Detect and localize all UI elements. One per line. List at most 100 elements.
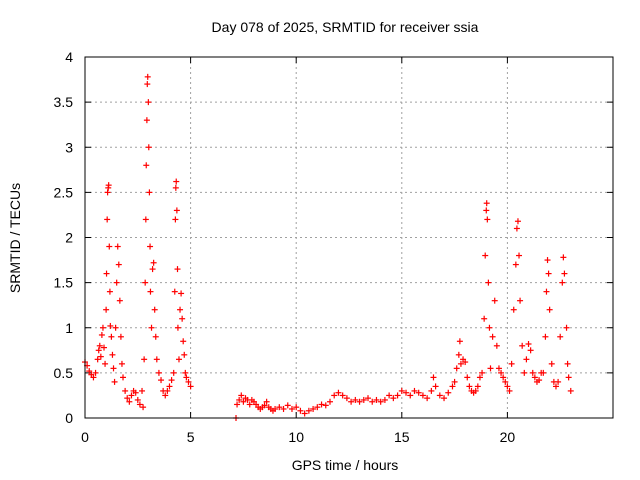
data-point: [105, 182, 112, 189]
data-point: [314, 404, 321, 411]
data-point: [373, 396, 380, 403]
y-tick-label: 2.5: [54, 184, 74, 200]
data-point: [170, 369, 177, 376]
data-point: [106, 288, 113, 295]
data-point: [356, 398, 363, 405]
data-point: [101, 344, 108, 351]
data-point: [115, 261, 122, 268]
data-point: [153, 356, 160, 363]
data-point: [172, 184, 179, 191]
data-point: [565, 374, 572, 381]
x-tick-label: 15: [394, 429, 410, 445]
data-point: [240, 398, 247, 405]
data-point: [479, 369, 486, 376]
data-point: [464, 374, 471, 381]
data-point: [86, 368, 93, 375]
data-point: [545, 270, 552, 277]
data-point: [98, 331, 105, 338]
data-point: [436, 392, 443, 399]
y-axis-title: SRMTID / TECUs: [7, 183, 23, 293]
data-point: [168, 377, 175, 384]
data-point: [360, 396, 367, 403]
data-point: [508, 360, 515, 367]
data-point: [107, 322, 114, 329]
data-point: [513, 225, 520, 232]
data-point: [301, 410, 308, 417]
data-point: [111, 378, 118, 385]
data-point: [529, 369, 536, 376]
data-point: [183, 374, 190, 381]
data-point: [124, 395, 131, 402]
data-point: [126, 398, 133, 405]
data-point: [180, 338, 187, 345]
data-point: [122, 387, 129, 394]
data-point: [95, 347, 102, 354]
data-point: [162, 392, 169, 399]
y-tick-label: 1: [65, 320, 73, 336]
grid: [85, 57, 613, 418]
data-point: [455, 351, 462, 358]
data-point: [403, 389, 410, 396]
data-point: [510, 306, 517, 313]
data-point: [151, 306, 158, 313]
data-point: [476, 374, 483, 381]
data-point: [142, 216, 149, 223]
data-point: [177, 306, 184, 313]
data-point: [90, 374, 97, 381]
data-point: [456, 338, 463, 345]
data-point: [542, 333, 549, 340]
plot-frame: [84, 56, 614, 419]
data-point: [280, 405, 287, 412]
x-tick-label: 0: [81, 429, 89, 445]
data-point: [114, 243, 121, 250]
data-point: [504, 383, 511, 390]
data-point: [485, 279, 492, 286]
data-point: [462, 359, 469, 366]
tick-marks: [84, 56, 613, 419]
data-point: [552, 383, 559, 390]
data-point: [546, 306, 553, 313]
data-point: [147, 288, 154, 295]
data-point: [102, 360, 109, 367]
data-point: [97, 353, 104, 360]
data-point: [516, 252, 523, 259]
y-tick-label: 2: [65, 230, 73, 246]
x-tick-label: 10: [288, 429, 304, 445]
data-point: [171, 288, 178, 295]
data-point: [143, 117, 150, 124]
data-series: [82, 73, 574, 421]
data-point: [112, 324, 119, 331]
data-point: [483, 200, 490, 207]
data-point: [234, 401, 241, 408]
data-point: [185, 378, 192, 385]
data-point: [152, 333, 159, 340]
data-point: [284, 402, 291, 409]
data-point: [521, 369, 528, 376]
data-point: [173, 178, 180, 185]
data-point: [310, 405, 317, 412]
data-point: [182, 369, 189, 376]
data-point: [164, 387, 171, 394]
data-point: [263, 398, 270, 405]
data-point: [117, 333, 124, 340]
data-point: [144, 81, 151, 88]
data-point: [527, 347, 534, 354]
data-point: [506, 387, 513, 394]
data-point: [134, 396, 141, 403]
data-point: [500, 374, 507, 381]
data-point: [411, 387, 418, 394]
data-point: [424, 395, 431, 402]
data-point: [493, 342, 500, 349]
data-point: [148, 324, 155, 331]
data-point: [377, 398, 384, 405]
data-point: [482, 252, 489, 259]
data-point: [335, 389, 342, 396]
data-point: [110, 365, 117, 372]
data-point: [343, 395, 350, 402]
data-point: [175, 356, 182, 363]
data-point: [187, 383, 194, 390]
data-point: [390, 395, 397, 402]
data-point: [331, 392, 338, 399]
data-point: [502, 378, 509, 385]
